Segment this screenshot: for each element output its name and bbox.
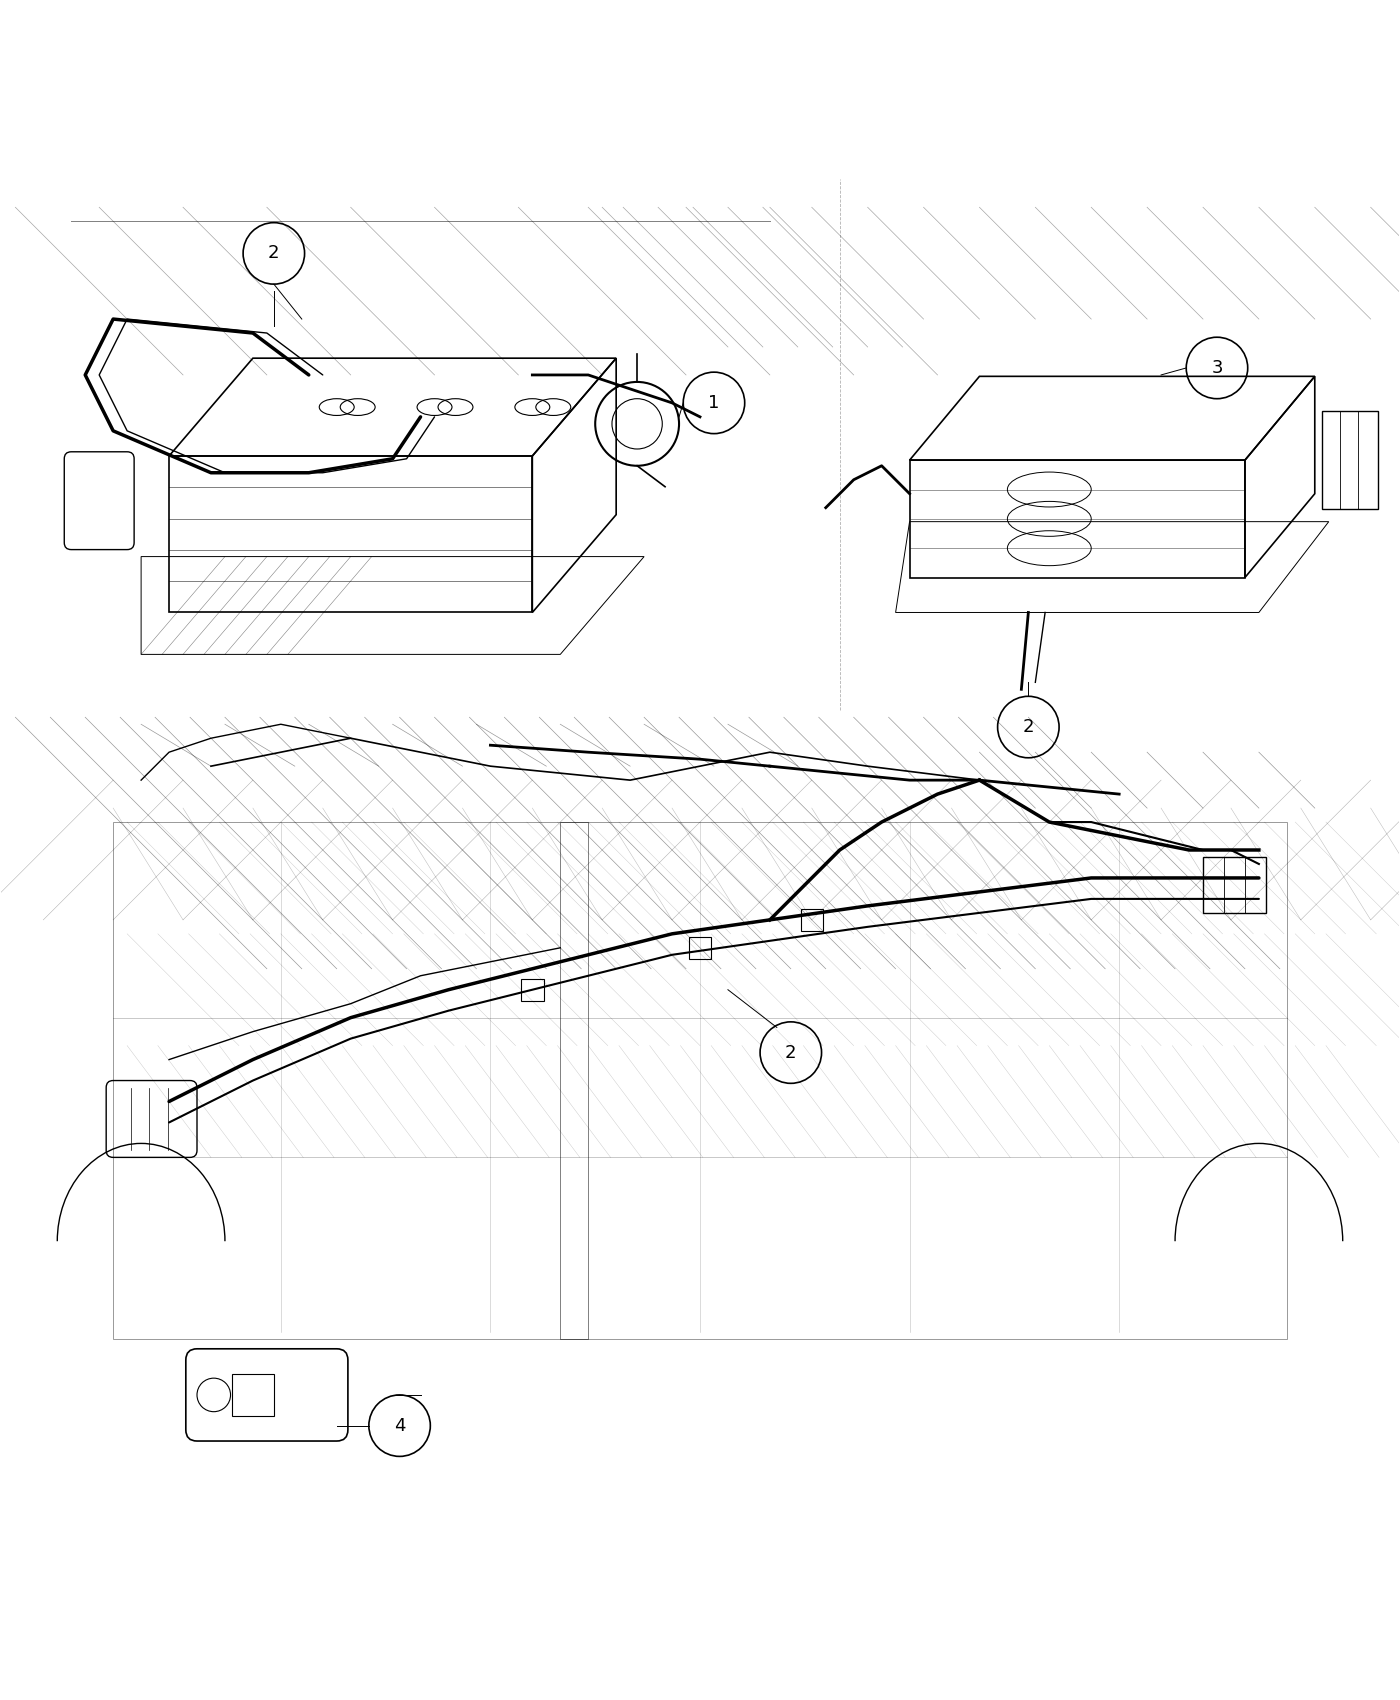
- Text: 2: 2: [1022, 717, 1035, 736]
- Bar: [801, 910, 823, 932]
- Bar: [1203, 857, 1266, 913]
- Bar: [1322, 411, 1378, 508]
- Bar: [521, 979, 543, 1001]
- Text: 2: 2: [267, 245, 280, 262]
- Bar: [232, 1374, 274, 1416]
- Bar: [689, 937, 711, 959]
- Text: 1: 1: [708, 394, 720, 411]
- Text: 4: 4: [393, 1416, 406, 1435]
- Text: 2: 2: [785, 1044, 797, 1061]
- Text: 3: 3: [1211, 359, 1222, 377]
